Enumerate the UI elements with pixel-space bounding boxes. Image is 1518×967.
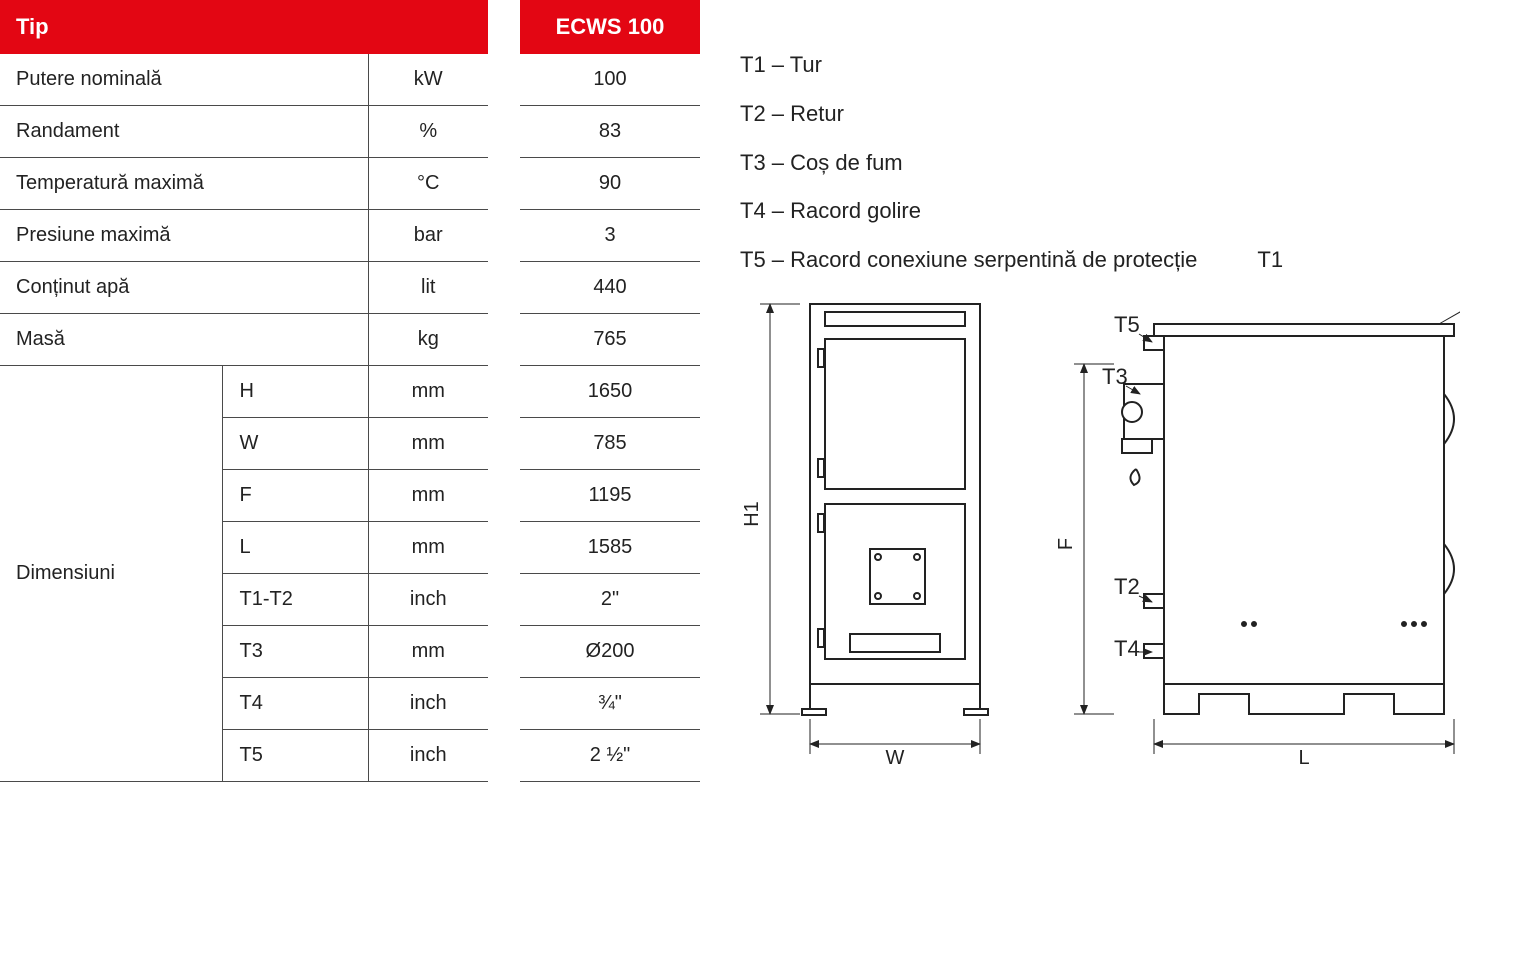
row-val: 100 — [520, 54, 700, 106]
dim-l: L — [1299, 747, 1310, 769]
dimensions-label: Dimensiuni — [0, 366, 223, 782]
legend: T1 – Tur T2 – Retur T3 – Coș de fum T4 –… — [740, 50, 1460, 276]
right-pane: T1 – Tur T2 – Retur T3 – Coș de fum T4 –… — [700, 0, 1460, 774]
front-view-drawing: H1 — [740, 294, 1004, 774]
dim-unit: mm — [368, 522, 488, 574]
side-t1-top: T1 — [1257, 245, 1283, 276]
header-model: ECWS 100 — [520, 0, 700, 54]
row-label: Conținut apă — [0, 262, 368, 314]
row-unit: % — [368, 106, 488, 158]
dim-val: Ø200 — [520, 626, 700, 678]
dim-sub: F — [223, 470, 368, 522]
dim-unit: mm — [368, 626, 488, 678]
lbl-t2: T2 — [1114, 574, 1140, 599]
dim-val: 1585 — [520, 522, 700, 574]
dim-val: 1195 — [520, 470, 700, 522]
dim-sub: L — [223, 522, 368, 574]
row-label: Presiune maximă — [0, 210, 368, 262]
dim-sub: T1-T2 — [223, 574, 368, 626]
legend-t4: T4 – Racord golire — [740, 196, 1460, 227]
lbl-t4: T4 — [1114, 636, 1140, 661]
dim-unit: inch — [368, 574, 488, 626]
lbl-t3: T3 — [1102, 364, 1128, 389]
row-val: 3 — [520, 210, 700, 262]
dim-val: 2 ½" — [520, 730, 700, 782]
legend-t2: T2 – Retur — [740, 99, 1460, 130]
dim-sub: W — [223, 418, 368, 470]
dim-w: W — [886, 747, 905, 769]
drawings: H1 — [740, 294, 1460, 774]
legend-t1: T1 – Tur — [740, 50, 1460, 81]
row-label: Putere nominală — [0, 54, 368, 106]
dim-sub: T4 — [223, 678, 368, 730]
side-view-drawing: F — [1044, 294, 1460, 774]
row-label: Randament — [0, 106, 368, 158]
row-label: Temperatură maximă — [0, 158, 368, 210]
dim-sub: T3 — [223, 626, 368, 678]
dim-val: 785 — [520, 418, 700, 470]
legend-t3: T3 – Coș de fum — [740, 148, 1460, 179]
dim-val: ¾" — [520, 678, 700, 730]
spec-table: Tip ECWS 100 Putere nominalăkW 100 Randam… — [0, 0, 700, 782]
dim-sub: T5 — [223, 730, 368, 782]
row-unit: lit — [368, 262, 488, 314]
dim-val: 1650 — [520, 366, 700, 418]
row-label: Masă — [0, 314, 368, 366]
row-val: 90 — [520, 158, 700, 210]
header-gap — [488, 0, 520, 54]
dim-h1: H1 — [741, 501, 763, 527]
header-tip: Tip — [0, 0, 488, 54]
dim-f: F — [1055, 538, 1077, 550]
row-unit: °C — [368, 158, 488, 210]
dim-unit: mm — [368, 418, 488, 470]
legend-t5: T5 – Racord conexiune serpentină de prot… — [740, 245, 1197, 276]
row-val: 440 — [520, 262, 700, 314]
dim-sub: H — [223, 366, 368, 418]
row-unit: kW — [368, 54, 488, 106]
row-val: 83 — [520, 106, 700, 158]
lbl-t5: T5 — [1114, 312, 1140, 337]
dim-unit: inch — [368, 730, 488, 782]
row-unit: bar — [368, 210, 488, 262]
dim-unit: mm — [368, 366, 488, 418]
dim-unit: inch — [368, 678, 488, 730]
row-unit: kg — [368, 314, 488, 366]
row-val: 765 — [520, 314, 700, 366]
dim-unit: mm — [368, 470, 488, 522]
dim-val: 2" — [520, 574, 700, 626]
